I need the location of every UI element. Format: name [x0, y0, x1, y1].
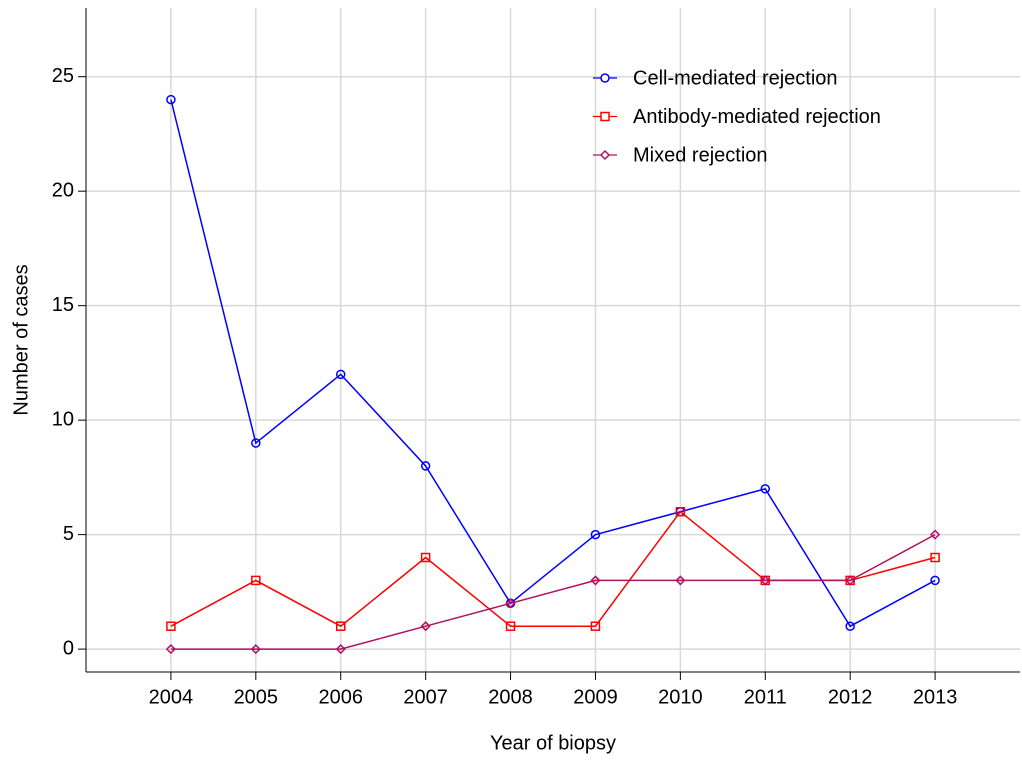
marker	[930, 552, 940, 563]
legend-label: Cell-mediated rejection	[633, 67, 838, 89]
x-axis-title: Year of biopsy	[490, 732, 616, 754]
x-tick-label: 2007	[403, 686, 448, 708]
x-tick-label: 2012	[828, 686, 873, 708]
x-tick-label: 2009	[573, 686, 618, 708]
x-tick-label: 2004	[149, 686, 194, 708]
x-tick-label: 2006	[318, 686, 363, 708]
marker	[675, 506, 686, 517]
y-tick-label: 10	[52, 408, 74, 430]
y-tick-label: 0	[63, 637, 74, 659]
marker	[930, 529, 941, 540]
marker	[335, 369, 346, 380]
y-tick-label: 15	[52, 294, 74, 316]
x-tick-label: 2011	[744, 686, 787, 708]
marker	[166, 94, 176, 105]
y-tick-label: 5	[63, 523, 74, 545]
marker	[675, 575, 686, 586]
x-tick-label: 2010	[658, 686, 703, 708]
marker	[930, 575, 940, 586]
marker	[760, 575, 771, 586]
legend-label: Antibody-mediated rejection	[633, 106, 881, 128]
legend-label: Mixed rejection	[633, 144, 768, 166]
marker	[251, 438, 261, 448]
marker	[845, 621, 855, 631]
marker	[335, 621, 346, 631]
series-line	[170, 99, 936, 628]
marker	[420, 621, 431, 632]
legend-marker	[600, 73, 610, 83]
x-tick-label: 2013	[913, 686, 958, 708]
marker	[590, 529, 601, 540]
y-axis-title: Number of cases	[10, 264, 32, 415]
marker	[505, 621, 516, 631]
marker	[165, 644, 176, 655]
marker	[166, 621, 176, 631]
marker	[335, 644, 346, 655]
series-line	[170, 533, 936, 650]
marker	[250, 644, 261, 655]
marker	[420, 552, 431, 563]
legend-marker	[599, 149, 611, 161]
marker	[505, 598, 516, 609]
marker	[845, 575, 856, 586]
y-tick-label: 20	[52, 179, 74, 201]
marker	[251, 575, 261, 586]
legend-marker	[600, 111, 610, 122]
marker	[760, 484, 771, 494]
marker	[590, 621, 601, 631]
x-tick-label: 2005	[234, 686, 279, 708]
marker	[420, 461, 431, 471]
x-tick-label: 2008	[488, 686, 533, 708]
y-tick-label: 25	[52, 65, 74, 87]
marker	[590, 575, 601, 586]
